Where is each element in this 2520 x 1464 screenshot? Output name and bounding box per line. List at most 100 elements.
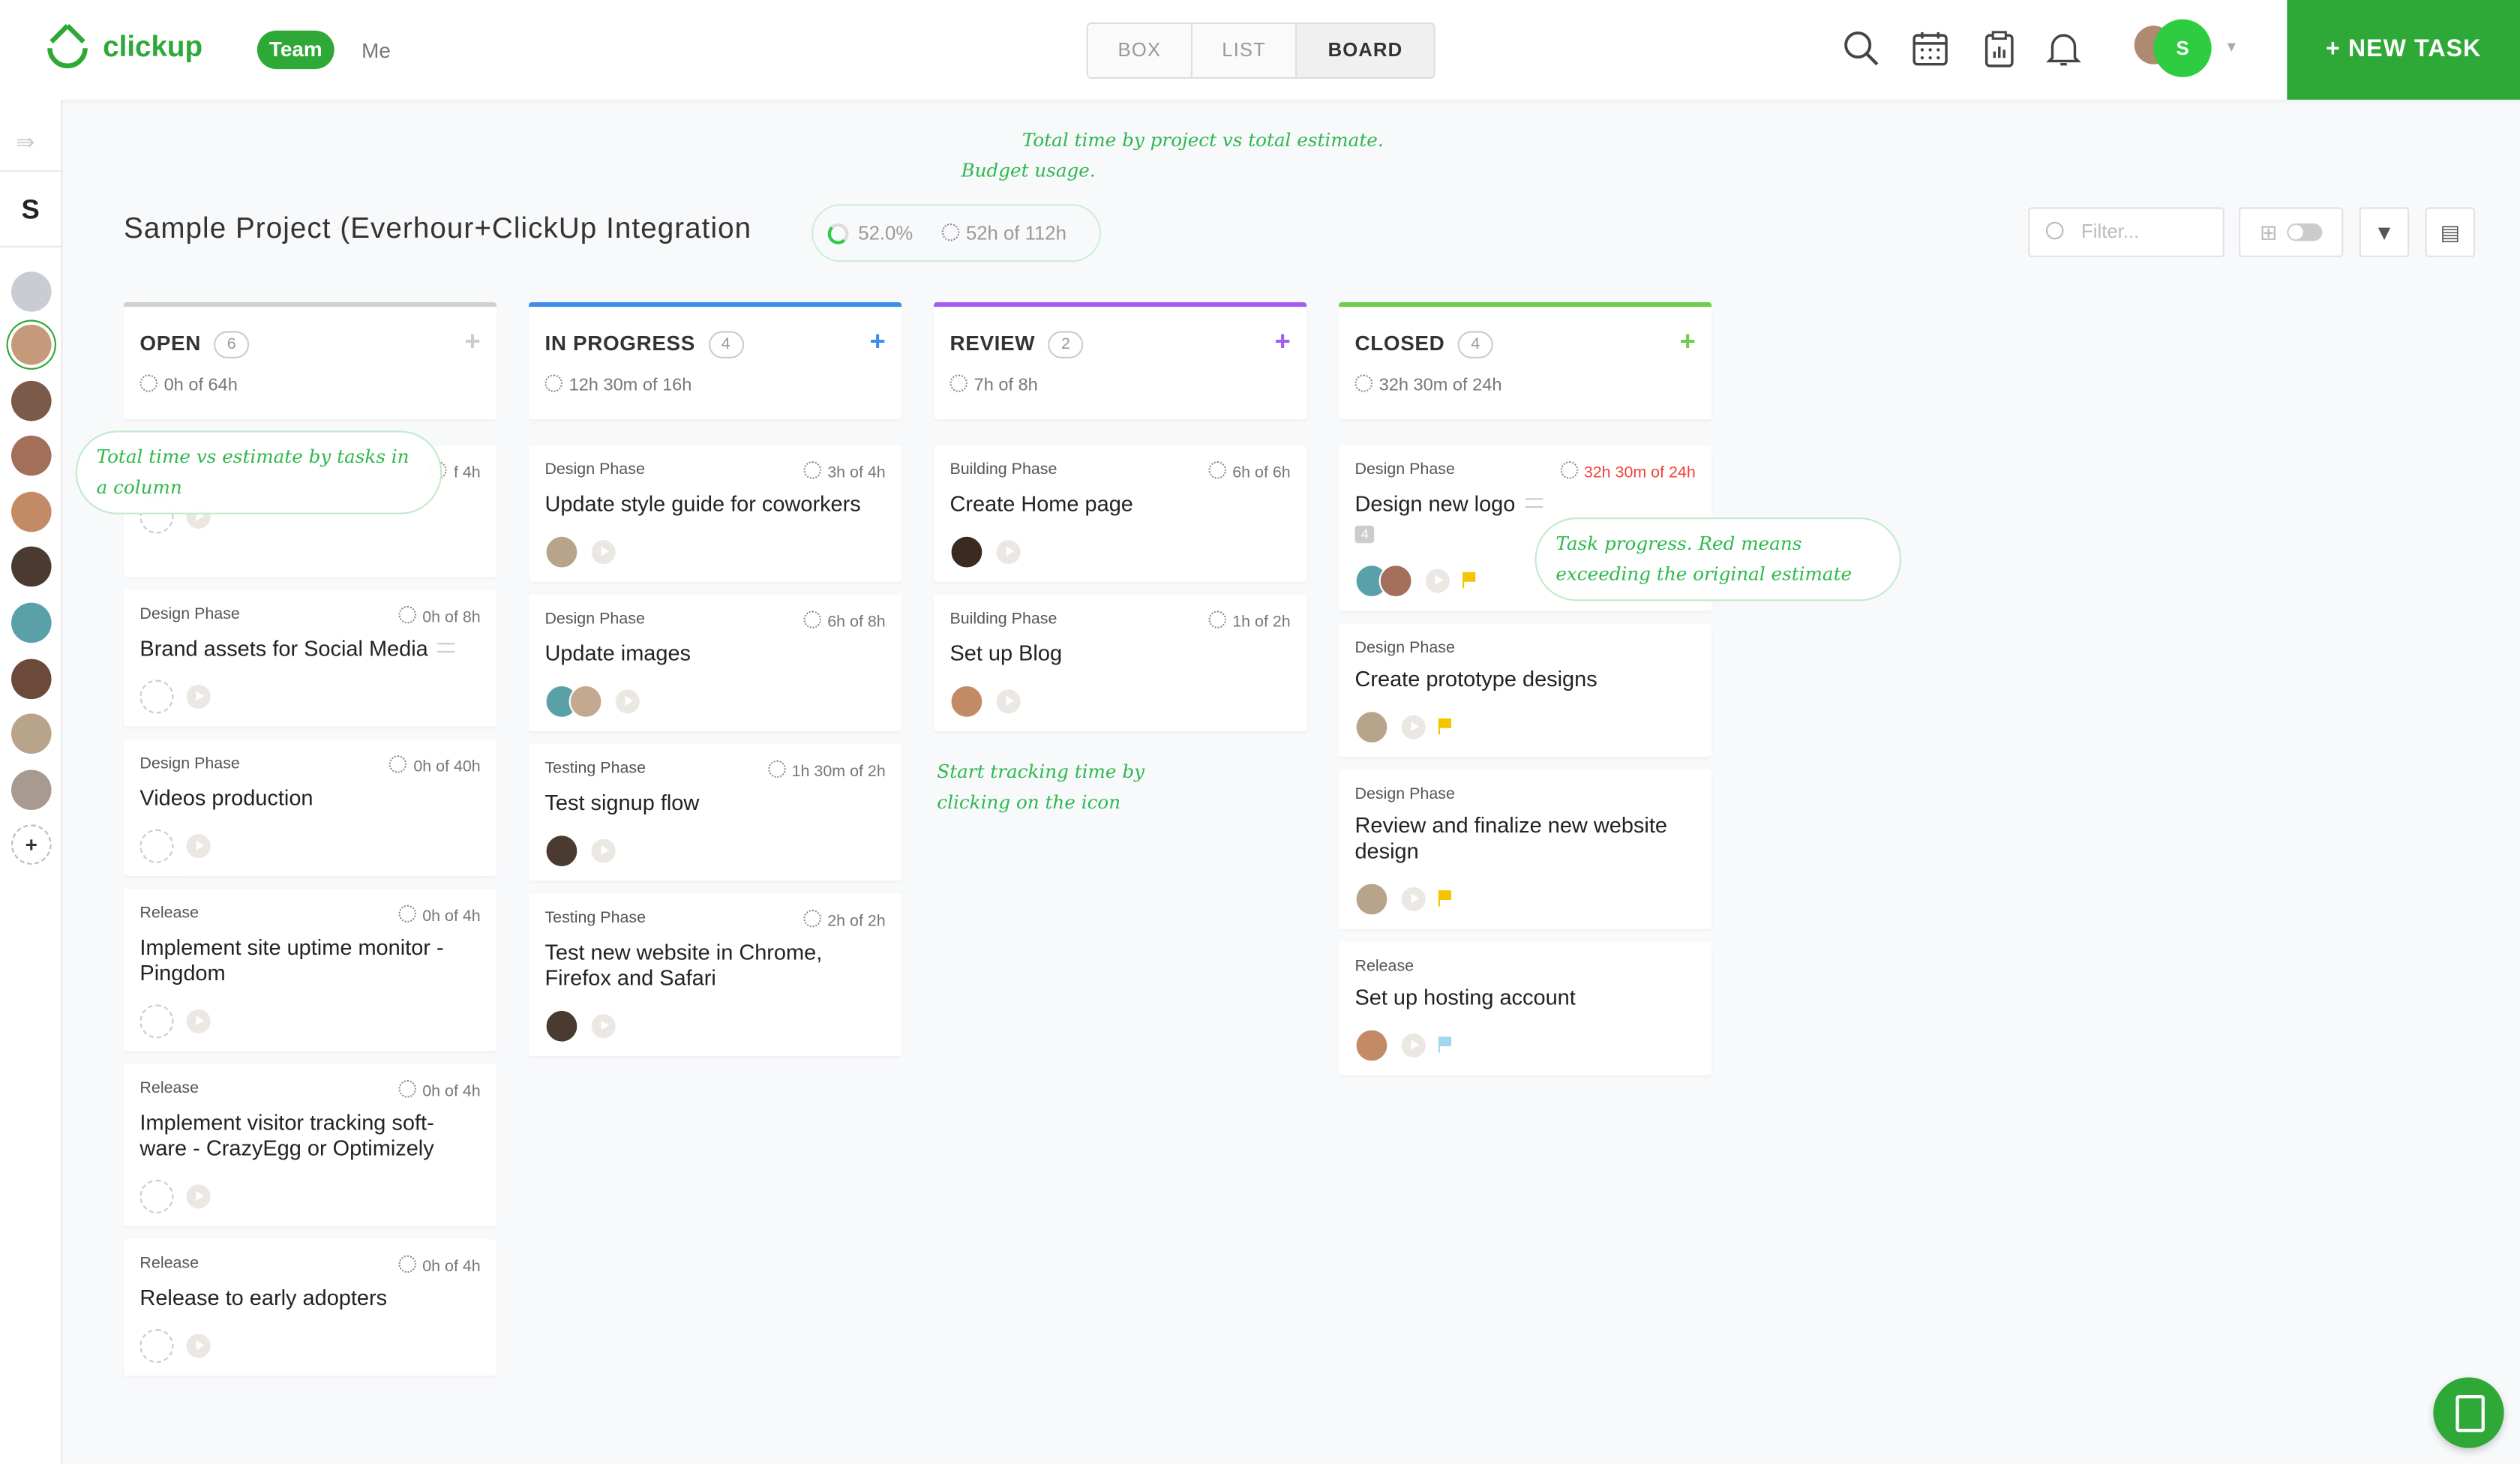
sidebar-member-avatar[interactable] [11,547,52,587]
play-timer-icon[interactable] [591,1013,616,1038]
task-card[interactable]: Design Phase 0h of 40h Videos production [124,739,497,876]
play-timer-icon[interactable] [996,688,1021,713]
priority-flag-icon[interactable] [1462,572,1477,589]
play-timer-icon[interactable] [186,1184,211,1208]
task-card[interactable]: Release Set up hosting account [1339,941,1712,1076]
add-assignee-icon[interactable] [140,828,174,862]
task-card[interactable]: Release 0h of 4h Implement site uptime mon… [124,889,497,1052]
save-view-button[interactable]: ▤ [2425,207,2476,257]
filter-input[interactable]: Filter... [2028,207,2224,257]
priority-flag-icon[interactable] [1438,718,1453,735]
view-box[interactable]: BOX [1088,24,1193,77]
task-card[interactable]: Design Phase 3h of 4h Update style guide f… [529,445,902,582]
sidebar-member-avatar[interactable] [11,436,52,476]
priority-flag-icon[interactable] [1438,890,1453,907]
add-assignee-icon[interactable] [140,679,174,713]
play-timer-icon[interactable] [996,538,1021,564]
scope-me-toggle[interactable]: Me [362,38,391,63]
chevron-down-icon[interactable]: ▼ [2224,38,2239,55]
clipboard-icon[interactable] [1980,29,2018,68]
view-list[interactable]: LIST [1192,24,1298,77]
subtasks-toggle[interactable]: ⊞ [2239,207,2344,257]
sidebar-member-avatar[interactable] [11,380,52,421]
team-icon[interactable] [11,272,52,312]
play-timer-icon[interactable] [1401,886,1426,910]
play-timer-icon[interactable] [591,838,616,862]
assignees[interactable] [1354,563,1413,598]
notepad-button[interactable] [2433,1377,2504,1448]
add-member-button[interactable]: + [11,824,52,865]
play-timer-icon[interactable] [186,833,211,858]
play-timer-icon[interactable] [1401,1032,1426,1057]
add-assignee-icon[interactable] [140,1004,174,1038]
sidebar-member-avatar[interactable] [11,324,52,365]
sidebar-member-avatar[interactable] [11,658,52,699]
scope-team-toggle[interactable]: Team [256,30,334,70]
play-timer-icon[interactable] [186,1008,211,1033]
play-timer-icon[interactable] [615,688,640,713]
assignees[interactable] [950,534,984,568]
bell-icon[interactable] [2044,29,2083,68]
task-title[interactable]: Videos production [140,786,480,812]
task-title[interactable]: Test signup flow [544,790,885,816]
toggle-switch[interactable] [2287,223,2323,242]
user-avatar[interactable]: S [2153,19,2212,77]
task-card[interactable]: Building Phase 6h of 6h Create Home page [934,445,1307,582]
add-assignee-icon[interactable] [140,1178,174,1213]
task-card[interactable]: Design Phase 0h of 8h Brand assets for Soc… [124,590,497,727]
play-timer-icon[interactable] [186,1333,211,1358]
assignees[interactable] [950,683,984,718]
task-card[interactable]: Release 0h of 4h Release to early adopters [124,1239,497,1376]
add-task-icon[interactable]: + [464,326,481,357]
workspace-switcher[interactable]: S [0,170,62,248]
task-card[interactable]: Testing Phase 2h of 2h Test new website in… [529,893,902,1056]
play-timer-icon[interactable] [1425,568,1450,592]
task-title[interactable]: Create prototype designs [1354,667,1695,692]
task-title[interactable]: Set up Blog [950,641,1290,667]
add-assignee-icon[interactable] [140,1328,174,1363]
assignees[interactable] [1354,1028,1389,1062]
task-title[interactable]: Update images [544,641,885,667]
task-title[interactable]: Release to early adopters [140,1286,480,1311]
task-title[interactable]: Set up hosting account [1354,986,1695,1011]
sidebar-member-avatar[interactable] [11,713,52,754]
task-title[interactable]: Update style guide for coworkers [544,492,885,518]
task-title[interactable]: Review and finalize new website design [1354,813,1695,865]
task-title[interactable]: Test new website in Chrome, Firefox and … [544,940,885,992]
sidebar-member-avatar[interactable] [11,770,52,810]
add-task-icon[interactable]: + [1274,326,1291,357]
view-board[interactable]: BOARD [1297,24,1434,77]
task-card[interactable]: Design Phase Create prototype designs [1339,623,1712,758]
task-card[interactable]: Testing Phase 1h 30m of 2h Test signup flo… [529,744,902,881]
task-card[interactable]: Building Phase 1h of 2h Set up Blog [934,594,1307,732]
task-card[interactable]: Release 0h of 4h Implement visitor trackin… [124,1064,497,1227]
sidebar-member-avatar[interactable] [11,491,52,532]
search-icon[interactable] [1842,29,1880,68]
expand-sidebar-icon[interactable]: ⇛ [16,128,35,154]
budget-usage: 52h of 112h [965,221,1066,244]
assignees[interactable] [1354,881,1389,916]
add-task-icon[interactable]: + [869,326,886,357]
task-title[interactable]: Brand assets for Social Media [140,637,480,662]
task-title[interactable]: Implement site uptime monitor - Pingdom [140,935,480,987]
task-card[interactable]: Design Phase Review and finalize new webs… [1339,770,1712,929]
task-title[interactable]: Create Home page [950,492,1290,518]
assignees[interactable] [544,534,579,568]
new-task-button[interactable]: + NEW TASK [2287,0,2520,100]
play-timer-icon[interactable] [186,683,211,708]
filter-button[interactable]: ▼ [2359,207,2410,257]
sidebar-member-avatar[interactable] [11,602,52,644]
logo[interactable]: clickup [45,22,202,70]
add-task-icon[interactable]: + [1679,326,1696,357]
task-title[interactable]: Implement visitor tracking soft-ware - C… [140,1111,480,1162]
assignees[interactable] [544,833,579,868]
assignees[interactable] [1354,710,1389,744]
task-card[interactable]: Design Phase 6h of 8h Update images [529,594,902,732]
calendar-icon[interactable] [1911,29,1949,68]
play-timer-icon[interactable] [591,538,616,564]
assignees[interactable] [544,1008,579,1042]
task-title[interactable]: Design new logo [1354,492,1695,518]
assignees[interactable] [544,683,603,718]
priority-flag-icon[interactable] [1438,1036,1453,1053]
play-timer-icon[interactable] [1401,714,1426,739]
